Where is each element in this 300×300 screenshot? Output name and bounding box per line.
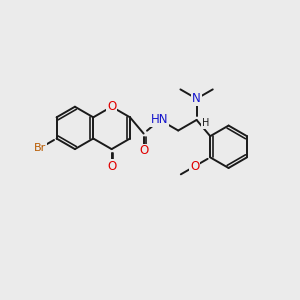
Text: O: O xyxy=(139,144,148,158)
Text: N: N xyxy=(192,92,201,105)
Text: O: O xyxy=(190,160,199,173)
Text: O: O xyxy=(107,160,116,173)
Text: Br: Br xyxy=(34,143,46,153)
Text: HN: HN xyxy=(151,113,169,126)
Text: H: H xyxy=(202,118,209,128)
Text: O: O xyxy=(107,100,116,113)
